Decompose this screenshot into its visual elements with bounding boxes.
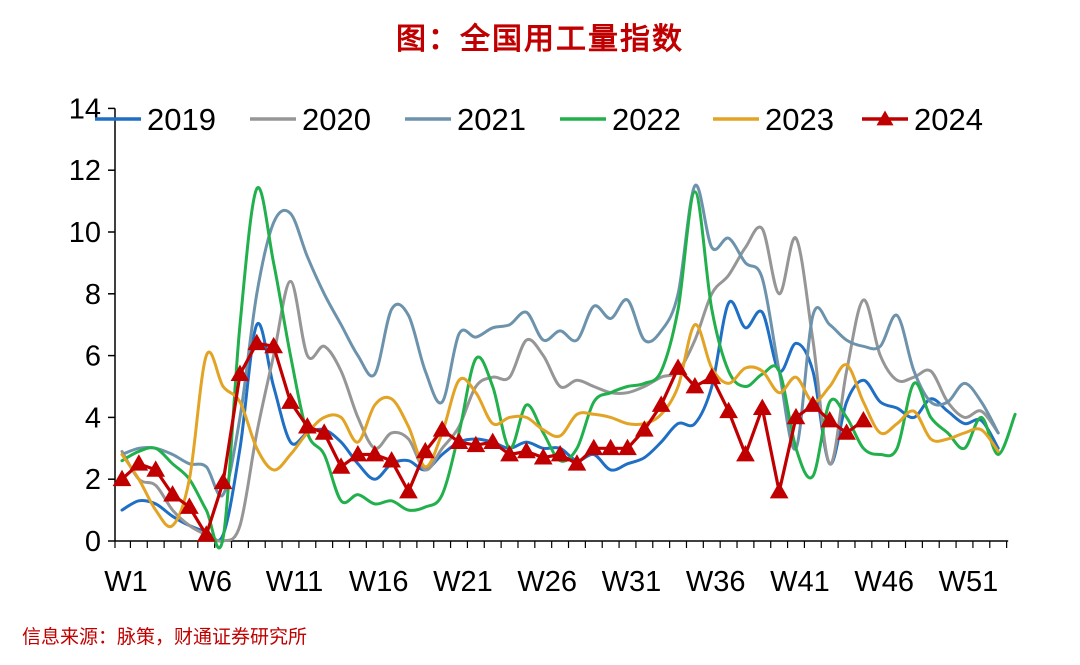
data-point-2024: [618, 438, 637, 456]
data-point-2024: [264, 336, 284, 354]
x-tick-label: W26: [517, 566, 577, 598]
data-point-2024: [533, 448, 553, 465]
x-tick-label: W6: [189, 566, 233, 598]
data-point-2024: [314, 423, 334, 440]
data-point-2024: [331, 457, 351, 474]
data-point-2024: [399, 482, 418, 499]
legend-label-2024: 2024: [914, 102, 983, 137]
y-tick-label: 12: [69, 155, 101, 187]
series-line-2020: [120, 225, 1000, 543]
data-point-2024: [247, 333, 267, 351]
y-tick-label: 0: [85, 526, 101, 558]
data-point-2024: [500, 444, 519, 462]
data-point-2024: [601, 438, 621, 456]
data-point-2024: [415, 441, 435, 459]
x-tick-label: W36: [686, 566, 746, 598]
data-point-2024: [786, 407, 806, 425]
data-point-2024: [719, 401, 738, 419]
data-point-2024: [584, 438, 604, 456]
legend-label-2022: 2022: [612, 102, 681, 137]
x-tick-label: W1: [104, 566, 148, 598]
data-point-2024: [466, 435, 486, 453]
data-point-2024: [483, 432, 503, 449]
series-lines: [112, 183, 1017, 550]
series-line-2021: [120, 183, 1000, 498]
data-point-2024: [668, 358, 688, 375]
x-axis: W1 W6 W11 W16 W21 W26 W31 W36 W41 W46 W51: [104, 540, 1009, 598]
data-point-2024: [146, 460, 166, 477]
data-point-2024: [196, 525, 216, 542]
legend-label-2019: 2019: [147, 102, 216, 137]
data-point-2024: [230, 364, 250, 382]
legend-label-2021: 2021: [457, 102, 526, 137]
data-point-2024: [752, 398, 772, 416]
legend-label-2023: 2023: [765, 102, 834, 137]
data-point-2024: [634, 420, 654, 437]
data-point-2024: [820, 410, 840, 428]
data-point-2024: [567, 454, 587, 471]
legend: 2019 2020 2021 2022 2023 2024: [95, 102, 983, 137]
data-point-2024: [550, 444, 570, 462]
y-tick-label: 2: [85, 464, 101, 496]
data-point-2024: [163, 485, 182, 502]
data-point-2024: [348, 444, 368, 462]
chart-title: 图：全国用工量指数: [396, 22, 684, 57]
y-tick-label: 8: [85, 279, 101, 311]
data-point-2024: [281, 392, 300, 409]
data-point-2024: [297, 417, 317, 434]
x-tick-label: W16: [349, 566, 409, 598]
y-tick-label: 6: [85, 341, 101, 373]
x-tick-label: W31: [602, 566, 662, 598]
x-tick-label: W41: [770, 566, 830, 598]
data-point-2024: [736, 444, 755, 462]
y-tick-label: 10: [69, 217, 101, 249]
data-point-2024: [854, 410, 873, 428]
x-tick-label: W21: [433, 566, 493, 598]
data-point-2024: [769, 482, 789, 499]
data-point-2024: [365, 444, 385, 462]
x-tick-label: W46: [854, 566, 914, 598]
legend-marker-2024: [876, 110, 894, 126]
data-point-2024: [702, 367, 722, 385]
legend-label-2020: 2020: [302, 102, 371, 137]
data-point-2024: [432, 420, 452, 437]
series-line-2022: [120, 186, 1017, 550]
data-point-2024: [213, 472, 233, 490]
data-point-2024: [837, 423, 856, 440]
x-tick-label: W51: [939, 566, 999, 598]
data-point-2024: [382, 451, 401, 468]
x-tick-label: W11: [266, 566, 323, 598]
y-tick-label: 4: [85, 402, 101, 434]
source-note: 信息来源：脉策，财通证券研究所: [22, 626, 308, 648]
data-point-2024: [517, 441, 536, 459]
data-point-2024: [180, 497, 199, 514]
data-point-2024: [651, 395, 671, 412]
data-point-2024: [803, 395, 823, 412]
data-point-2024: [129, 454, 149, 471]
data-point-2024: [685, 376, 705, 394]
series-line-2023: [120, 323, 1000, 529]
data-point-2024: [449, 432, 469, 449]
data-point-2024: [112, 469, 132, 487]
